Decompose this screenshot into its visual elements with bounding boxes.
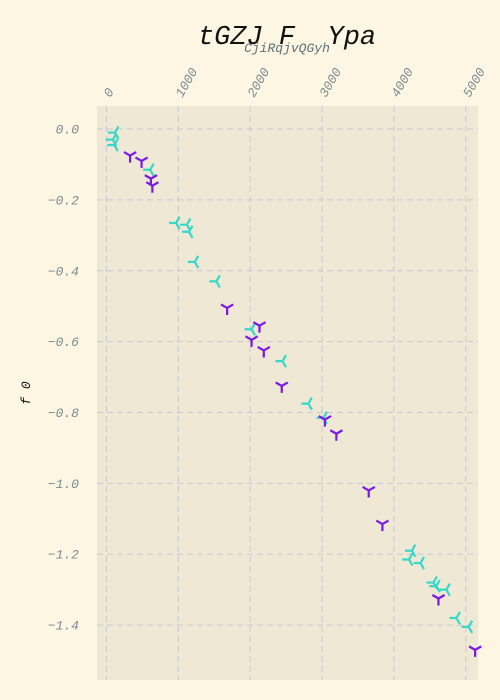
y-tick-label: −0.6 [48, 335, 79, 350]
data-point [301, 396, 313, 411]
y-axis-label: f 0 [19, 381, 34, 405]
y-tick-labels: 0.0 −0.2 −0.4 −0.6 −0.8 −1.0 −1.2 −1.4 [48, 123, 79, 634]
y-tick-label: −1.0 [48, 477, 79, 492]
data-point [123, 151, 137, 163]
data-point [413, 556, 425, 570]
data-point [318, 415, 332, 427]
data-point [220, 303, 234, 315]
x-tick-label: 1000 [173, 65, 202, 100]
data-point [107, 138, 119, 152]
data-point [187, 255, 200, 269]
data-point [404, 544, 417, 558]
y-tick-label: −0.4 [48, 264, 79, 279]
x-tick-label: 2000 [245, 65, 274, 100]
data-point [375, 519, 390, 532]
x-tick-labels: 0 1000 2000 3000 4000 5000 [101, 65, 489, 100]
y-tick-label: −0.8 [48, 406, 79, 421]
data-point [429, 579, 441, 593]
data-point [209, 274, 221, 289]
data-point [182, 225, 194, 239]
chart-title: tGZJ F Ypa [198, 23, 376, 53]
x-tick-label: 0 [101, 86, 118, 100]
data-point [244, 322, 257, 336]
data-point [275, 354, 287, 368]
data-points [105, 125, 482, 657]
chart-subtitle: CjiRqjvQGyh [244, 41, 330, 56]
x-tick-label: 4000 [388, 65, 417, 100]
data-point [362, 485, 376, 498]
data-point [134, 156, 149, 168]
data-point [401, 552, 414, 567]
data-point [145, 181, 159, 193]
y-tick-label: −1.2 [48, 548, 79, 563]
data-point [275, 381, 289, 393]
data-point [468, 645, 482, 657]
x-tick-label: 3000 [316, 65, 345, 100]
series-1 [105, 125, 474, 634]
x-tick-label: 5000 [460, 65, 489, 100]
plot-area [97, 106, 478, 680]
data-point [252, 321, 267, 333]
y-tick-label: 0.0 [56, 123, 80, 138]
data-point [449, 611, 461, 625]
series-2 [123, 151, 482, 657]
data-point [431, 594, 446, 606]
data-point [257, 346, 271, 358]
data-point [244, 335, 259, 347]
grid-lines [97, 106, 478, 680]
data-point [143, 163, 155, 177]
data-point [439, 583, 451, 597]
data-point [169, 216, 181, 230]
y-tick-label: −1.4 [48, 619, 79, 634]
data-point [461, 620, 474, 634]
data-point [329, 429, 344, 441]
y-tick-label: −0.2 [48, 193, 79, 208]
